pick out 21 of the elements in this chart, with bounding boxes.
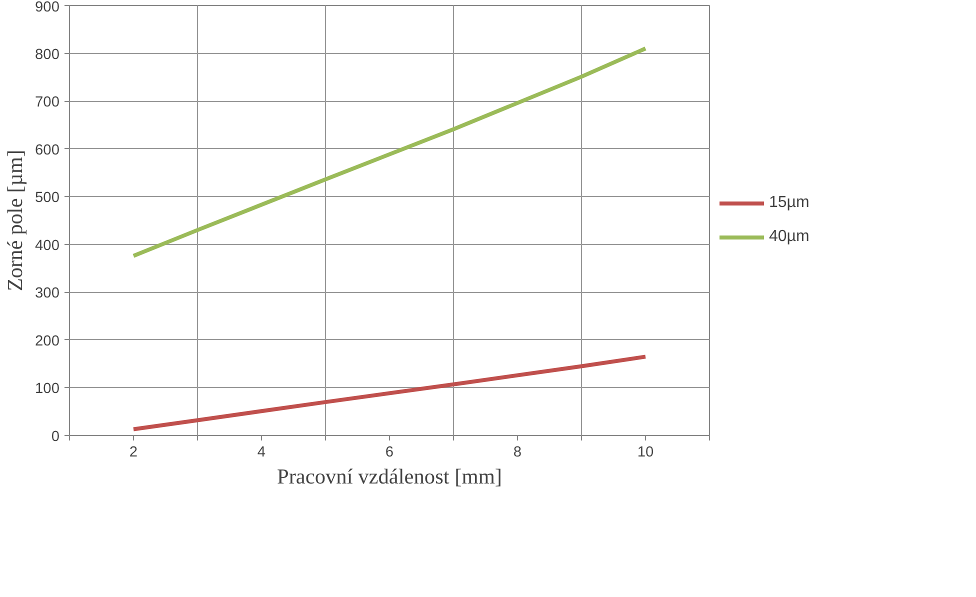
y-tick-label: 900	[35, 0, 60, 16]
legend-label: 40µm	[769, 228, 810, 246]
x-axis-title: Pracovní vzdálenost [mm]	[276, 464, 502, 488]
x-tick-label: 2	[129, 444, 138, 460]
line-series	[132, 46, 648, 258]
x-tick-label: 10	[637, 444, 654, 460]
y-tick-label: 300	[35, 286, 60, 302]
y-tick-label: 800	[35, 46, 60, 63]
y-tick-label: 500	[35, 190, 60, 206]
line-series	[132, 354, 648, 432]
y-tick-label: 0	[51, 429, 60, 445]
legend-label: 15µm	[769, 194, 810, 212]
y-axis-title: Zorné pole [µm]	[3, 150, 28, 292]
y-tick-label: 100	[35, 381, 60, 398]
x-tick-label: 8	[513, 444, 522, 460]
x-tick-label: 6	[385, 444, 394, 460]
y-tick-label: 700	[35, 94, 60, 111]
y-tick-label: 200	[35, 333, 60, 350]
y-tick-label: 400	[35, 238, 60, 254]
x-tick-label: 4	[257, 444, 266, 460]
y-tick-label: 600	[35, 142, 60, 158]
